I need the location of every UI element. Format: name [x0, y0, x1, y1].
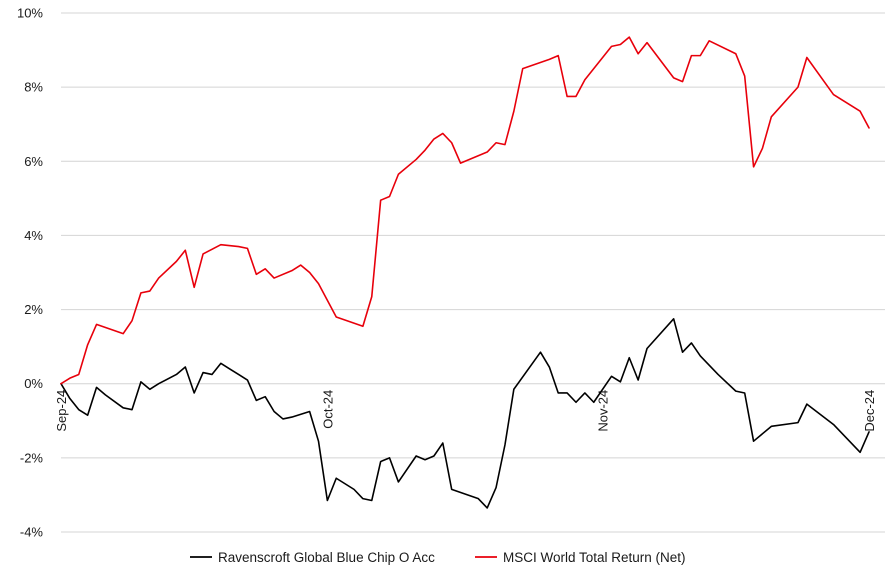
x-tick-label: Nov-24: [596, 390, 611, 432]
x-tick-label: Sep-24: [54, 390, 69, 432]
x-axis-ticks: Sep-24 Oct-24 Nov-24 Dec-24: [54, 390, 877, 432]
y-tick-label: 6%: [24, 154, 43, 169]
y-tick-label: 8%: [24, 80, 43, 95]
series-line-0: [60, 318, 870, 509]
y-tick-label: 10%: [17, 6, 43, 21]
legend-label: MSCI World Total Return (Net): [503, 550, 686, 565]
series-line-1: [60, 36, 870, 385]
legend: Ravenscroft Global Blue Chip O Acc MSCI …: [190, 550, 686, 565]
y-axis-ticks: -4% -2% 0% 2% 4% 6% 8% 10%: [17, 6, 43, 540]
legend-item-0: Ravenscroft Global Blue Chip O Acc: [190, 550, 435, 565]
y-tick-label: 4%: [24, 228, 43, 243]
legend-label: Ravenscroft Global Blue Chip O Acc: [218, 550, 435, 565]
y-tick-label: 2%: [24, 302, 43, 317]
x-tick-label: Dec-24: [862, 390, 877, 432]
y-tick-label: -4%: [20, 525, 44, 540]
gridlines: [61, 12, 885, 533]
y-tick-label: -2%: [20, 450, 44, 465]
legend-item-1: MSCI World Total Return (Net): [475, 550, 686, 565]
x-tick-label: Oct-24: [320, 390, 335, 429]
series-lines: [60, 36, 870, 509]
y-tick-label: 0%: [24, 376, 43, 391]
